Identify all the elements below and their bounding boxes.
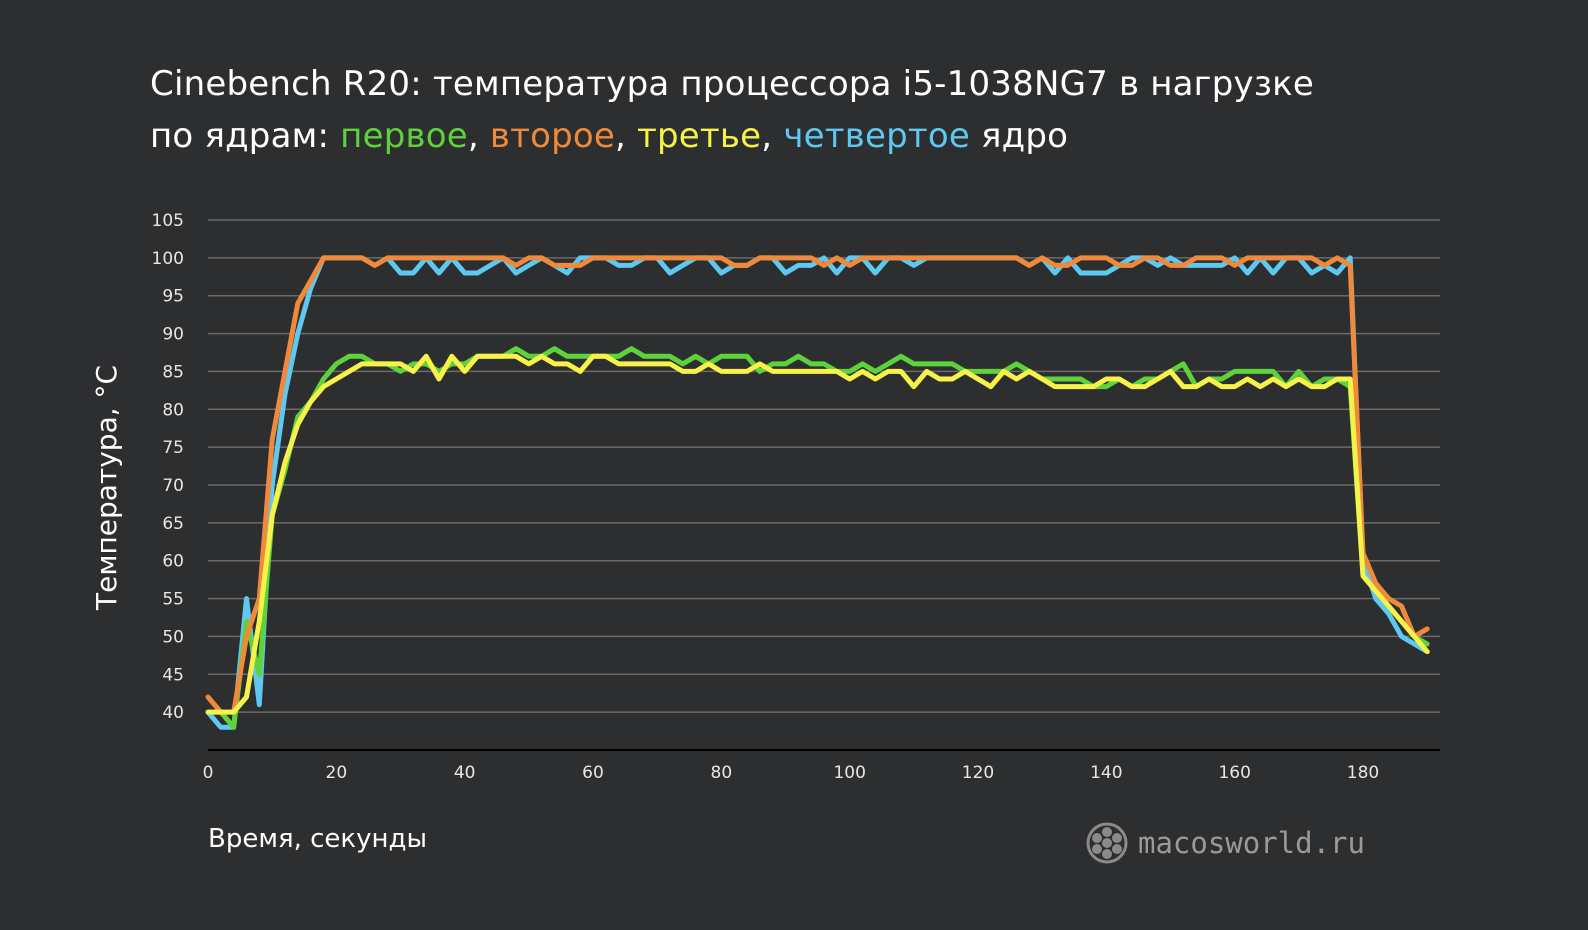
y-tick-label: 45 [162, 665, 184, 685]
x-tick-label: 80 [711, 763, 733, 783]
x-tick-label: 180 [1347, 763, 1379, 783]
y-tick-label: 85 [162, 362, 184, 382]
x-tick-label: 20 [326, 763, 348, 783]
y-tick-label: 70 [162, 476, 184, 496]
title-prefix: по ядрам: [150, 116, 341, 156]
series-line-4 [205, 353, 1430, 715]
y-tick-label: 55 [162, 590, 184, 610]
watermark-text: macosworld.ru [1138, 826, 1365, 860]
x-tick-label: 100 [833, 763, 865, 783]
x-tick-label: 120 [962, 763, 994, 783]
x-tick-label: 140 [1090, 763, 1122, 783]
series-line-3 [205, 255, 1430, 715]
x-axis-label: Время, секунды [208, 824, 428, 854]
y-tick-label: 105 [152, 211, 184, 231]
watermark: macosworld.ru [1086, 822, 1365, 864]
y-tick-label: 50 [162, 627, 184, 647]
y-tick-label: 65 [162, 514, 184, 534]
y-tick-label: 100 [152, 249, 184, 269]
title-line-1: Cinebench R20: температура процессора i5… [150, 64, 1314, 104]
y-tick-label: 80 [162, 400, 184, 420]
series-lines [205, 255, 1430, 730]
legend-core4: четвертое [783, 116, 970, 156]
y-tick-label: 75 [162, 438, 184, 458]
legend-core2: второе [489, 116, 615, 156]
legend-core1: первое [340, 116, 468, 156]
x-tick-label: 40 [454, 763, 476, 783]
title-sep-2: , [615, 116, 638, 156]
y-tick-label: 40 [162, 703, 184, 723]
title-sep-1: , [467, 116, 490, 156]
y-tick-label: 95 [162, 287, 184, 307]
legend-core3: третье [637, 116, 762, 156]
series-line-2 [205, 346, 1430, 730]
x-tick-label: 160 [1218, 763, 1250, 783]
aperture-logo-icon [1086, 822, 1128, 864]
y-tick-labels: 40 45 50 55 60 65 70 75 80 85 90 95 100 105 [152, 211, 184, 723]
chart-title: Cinebench R20: температура процессора i5… [150, 58, 1314, 162]
gridlines [208, 219, 1440, 751]
title-sep-3: , [761, 116, 784, 156]
title-suffix: ядро [970, 116, 1069, 156]
x-tick-labels: 0 20 40 60 80 100 120 140 160 180 [203, 763, 1380, 783]
y-tick-label: 90 [162, 325, 184, 345]
series-line-1 [205, 255, 1430, 730]
title-line-2: по ядрам: первое, второе, третье, четвер… [150, 110, 1314, 162]
x-tick-label: 0 [203, 763, 214, 783]
y-tick-label: 60 [162, 552, 184, 572]
x-tick-label: 60 [582, 763, 604, 783]
